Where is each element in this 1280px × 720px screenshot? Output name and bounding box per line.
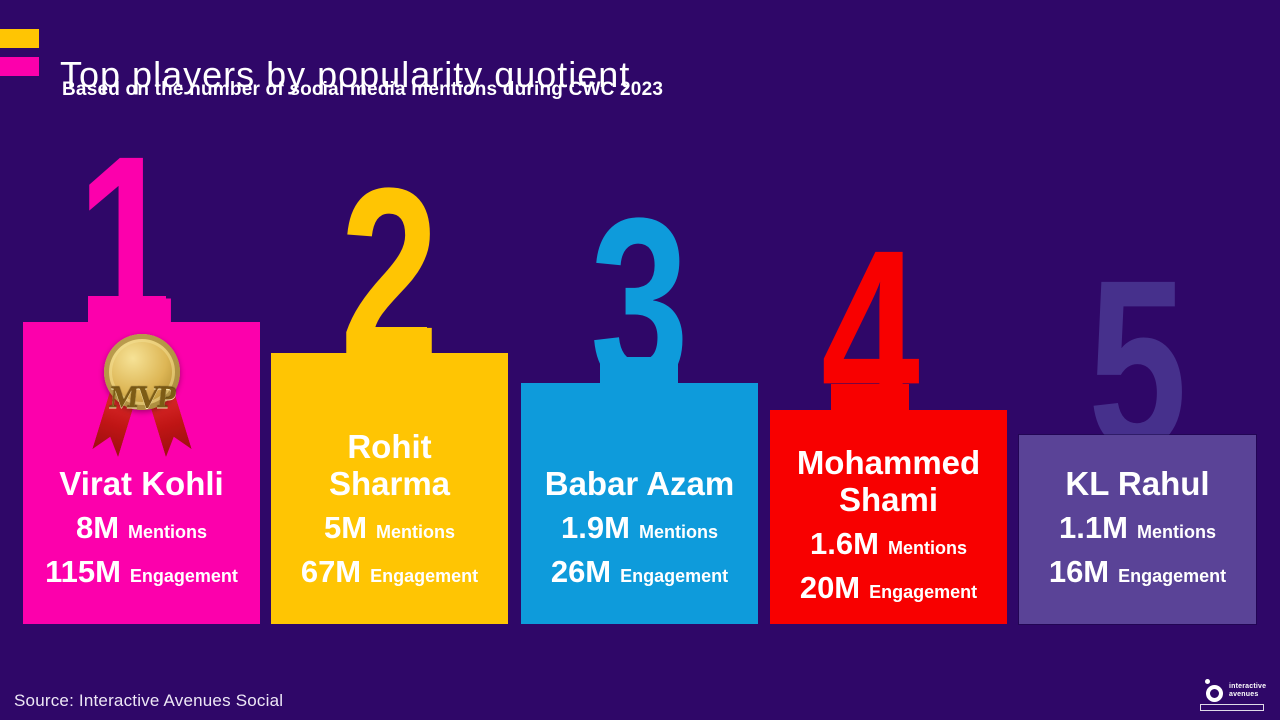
mentions-metric: 1.1M Mentions [1059,510,1216,546]
engagement-metric: 16M Engagement [1049,554,1226,590]
mvp-medal-icon: MVP [94,334,190,464]
player-name: Rohit Sharma [328,428,451,502]
engagement-value: 20M [799,570,861,605]
podium-mohammed-shami: Mohammed Shami 1.6M Mentions 20M Engagem… [770,410,1007,624]
logo-tagline-bar [1200,704,1264,711]
mentions-label: Mentions [128,522,208,542]
mentions-value: 8M [75,510,120,545]
logo-wordmark: interactive avenues [1229,682,1267,698]
mentions-value: 1.9M [561,510,630,545]
podium-virat-kohli: MVP Virat Kohli 8M Mentions 115M Engagem… [23,322,260,624]
mentions-metric: 8M Mentions [76,510,207,546]
player-name: Mohammed Shami [796,444,981,518]
engagement-label: Engagement [1118,566,1227,586]
page-subtitle: Based on the number of social media ment… [62,79,664,100]
engagement-value: 67M [300,554,362,589]
medal-coin [103,334,180,410]
engagement-value: 115M [45,554,121,589]
podium-rohit-sharma: Rohit Sharma 5M Mentions 67M Engagement [271,353,508,624]
rank-plinth-3 [600,357,678,385]
mentions-label: Mentions [1136,522,1216,542]
engagement-label: Engagement [370,566,479,586]
engagement-metric: 115M Engagement [45,554,238,590]
mentions-value: 5M [323,510,368,545]
engagement-label: Engagement [620,566,729,586]
mentions-value: 1.6M [810,526,879,561]
interactive-avenues-logo: interactive avenues [1200,679,1267,711]
mentions-metric: 5M Mentions [324,510,455,546]
engagement-value: 26M [550,554,612,589]
accent-bar-yellow [0,29,39,48]
engagement-metric: 67M Engagement [301,554,478,590]
rank-plinth-1 [88,296,166,324]
mentions-metric: 1.6M Mentions [810,526,967,562]
engagement-metric: 26M Engagement [551,554,728,590]
podium-kl-rahul: KL Rahul 1.1M Mentions 16M Engagement [1019,435,1256,624]
mentions-label: Mentions [638,522,718,542]
engagement-label: Engagement [129,566,238,586]
source-credit: Source: Interactive Avenues Social [14,691,284,710]
podium-babar-azam: Babar Azam 1.9M Mentions 26M Engagement [521,383,758,624]
medal-badge-text: MVP [107,379,176,415]
player-name: Virat Kohli [59,464,224,502]
mentions-metric: 1.9M Mentions [561,510,718,546]
player-name: Babar Azam [544,464,735,502]
page-title: Top players by popularity quotient [60,54,631,96]
engagement-metric: 20M Engagement [800,570,977,606]
rank-plinth-4 [831,384,909,412]
player-name: KL Rahul [1065,464,1210,502]
engagement-label: Engagement [869,582,978,602]
engagement-value: 16M [1048,554,1110,589]
mentions-label: Mentions [376,522,456,542]
logo-mark-icon [1205,679,1225,702]
mentions-label: Mentions [887,538,967,558]
accent-bar-pink [0,57,39,76]
rank-plinth-2 [349,327,427,355]
mentions-value: 1.1M [1059,510,1128,545]
